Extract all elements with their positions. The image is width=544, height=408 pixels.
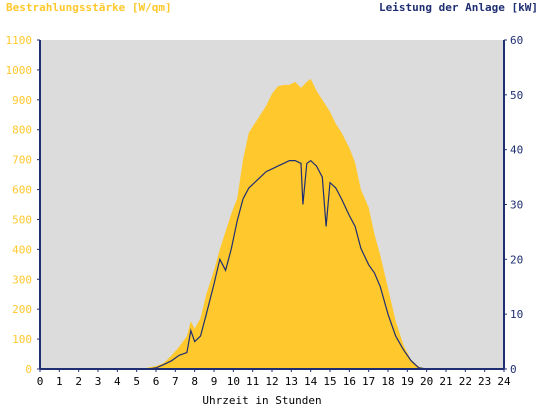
x-tick-label: 6 <box>153 375 160 388</box>
left-tick-label: 500 <box>12 213 32 226</box>
x-tick-label: 9 <box>211 375 218 388</box>
x-tick-label: 22 <box>459 375 472 388</box>
right-tick-label: 50 <box>510 89 523 102</box>
x-tick-label: 3 <box>95 375 102 388</box>
x-tick-label: 17 <box>362 375 375 388</box>
right-tick-label: 30 <box>510 199 523 212</box>
left-tick-label: 100 <box>12 333 32 346</box>
x-tick-label: 12 <box>265 375 278 388</box>
left-tick-label: 300 <box>12 273 32 286</box>
left-tick-label: 400 <box>12 243 32 256</box>
x-tick-label: 20 <box>420 375 433 388</box>
x-tick-label: 0 <box>37 375 44 388</box>
x-tick-label: 8 <box>191 375 198 388</box>
x-tick-label: 2 <box>75 375 82 388</box>
right-tick-label: 10 <box>510 308 523 321</box>
right-tick-label: 40 <box>510 144 523 157</box>
x-tick-label: 5 <box>133 375 140 388</box>
left-tick-label: 1000 <box>6 64 33 77</box>
left-axis-ticks: 0 100 200 300 400 500 600 700 800 900 1000 1100 <box>6 34 40 376</box>
left-tick-label: 1100 <box>6 34 33 47</box>
right-axis-ticks: 0 10 20 30 40 50 60 <box>504 34 523 376</box>
x-tick-label: 1 <box>56 375 63 388</box>
x-tick-label: 4 <box>114 375 121 388</box>
x-tick-label: 19 <box>401 375 414 388</box>
left-tick-label: 0 <box>25 363 32 376</box>
right-tick-label: 20 <box>510 253 523 266</box>
x-axis-ticks: 0 1 2 3 4 5 6 7 8 9 10 11 12 13 14 15 16 17 18 19 20 21 22 23 24 <box>37 369 511 388</box>
x-tick-label: 16 <box>343 375 356 388</box>
x-tick-label: 13 <box>285 375 298 388</box>
power-line <box>40 159 504 370</box>
right-tick-label: 0 <box>510 363 517 376</box>
left-tick-label: 700 <box>12 154 32 167</box>
x-tick-label: 24 <box>497 375 511 388</box>
left-tick-label: 800 <box>12 124 32 137</box>
left-tick-label: 600 <box>12 184 32 197</box>
x-tick-label: 10 <box>227 375 240 388</box>
irradiance-area <box>40 78 504 370</box>
right-axis-title: Leistung der Anlage [kW] <box>379 1 538 14</box>
left-axis-title: Bestrahlungsstärke [W/qm] <box>6 1 172 14</box>
x-tick-label: 14 <box>304 375 318 388</box>
x-tick-label: 15 <box>323 375 336 388</box>
x-axis-title: Uhrzeit in Stunden <box>202 394 321 407</box>
x-tick-label: 18 <box>381 375 394 388</box>
x-tick-label: 23 <box>478 375 491 388</box>
x-tick-label: 7 <box>172 375 179 388</box>
left-tick-label: 200 <box>12 303 32 316</box>
x-tick-label: 21 <box>439 375 452 388</box>
left-tick-label: 900 <box>12 94 32 107</box>
right-tick-label: 60 <box>510 34 523 47</box>
x-tick-label: 11 <box>246 375 259 388</box>
